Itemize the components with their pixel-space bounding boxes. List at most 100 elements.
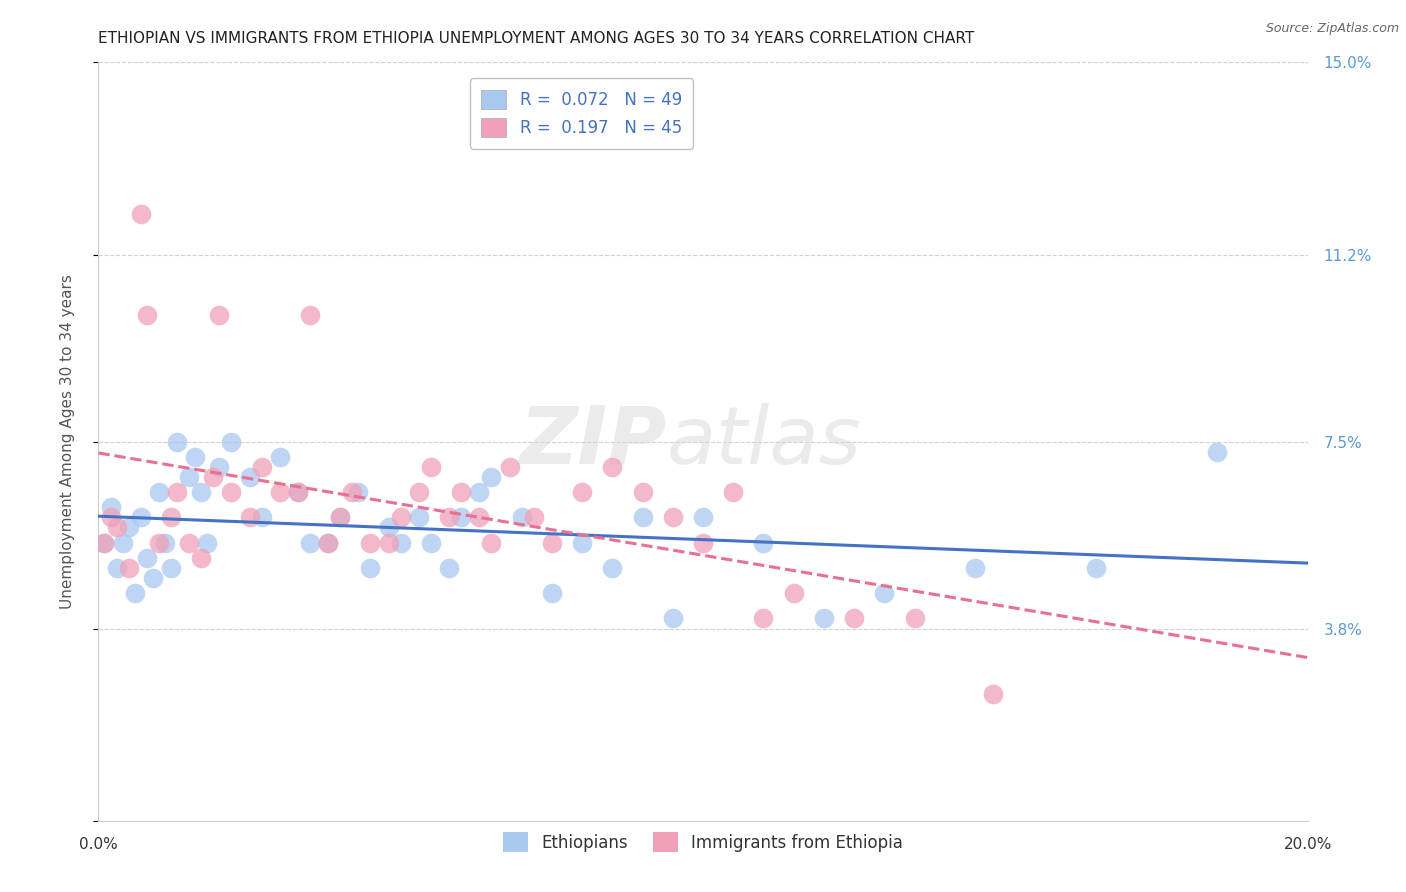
Point [299,535,322,549]
Point [468,485,491,500]
Point [389,535,412,549]
Point [481,535,503,549]
Point [692,535,714,549]
Point [195,535,218,549]
Text: Source: ZipAtlas.com: Source: ZipAtlas.com [1265,22,1399,36]
Point [93,535,115,549]
Point [118,520,141,534]
Point [221,434,243,449]
Point [329,510,352,524]
Point [316,535,339,549]
Point [208,308,231,322]
Point [100,500,122,515]
Point [540,586,562,600]
Point [179,470,201,484]
Point [752,611,775,625]
Point [450,510,472,524]
Point [523,510,546,524]
Point [1085,561,1108,575]
Point [873,586,896,600]
Point [468,510,491,524]
Point [316,535,339,549]
Point [752,535,775,549]
Point [160,561,183,575]
Point [118,561,141,575]
Point [965,561,987,575]
Text: ZIP: ZIP [519,402,666,481]
Point [661,611,683,625]
Point [631,510,654,524]
Point [100,510,122,524]
Point [571,485,593,500]
Point [160,510,183,524]
Point [148,485,170,500]
Point [269,485,291,500]
Point [190,485,212,500]
Point [135,550,157,565]
Point [389,510,412,524]
Point [148,535,170,549]
Point [408,510,430,524]
Point [250,459,273,474]
Point [408,485,430,500]
Point [450,485,472,500]
Point [631,485,654,500]
Point [571,535,593,549]
Point [904,611,927,625]
Point [250,510,273,524]
Point [239,510,262,524]
Point [377,535,399,549]
Point [437,561,460,575]
Point [208,459,231,474]
Point [783,586,806,600]
Point [239,470,262,484]
Point [184,450,207,464]
Point [844,611,866,625]
Point [723,485,745,500]
Point [287,485,309,500]
Point [129,207,152,221]
Point [342,485,364,500]
Point [540,535,562,549]
Point [602,561,624,575]
Point [166,434,188,449]
Point [329,510,352,524]
Point [981,687,1004,701]
Point [269,450,291,464]
Point [190,550,212,565]
Point [299,308,322,322]
Point [481,470,503,484]
Point [661,510,683,524]
Point [420,535,443,549]
Point [129,510,152,524]
Point [377,520,399,534]
Legend: Ethiopians, Immigrants from Ethiopia: Ethiopians, Immigrants from Ethiopia [494,822,912,862]
Point [437,510,460,524]
Point [510,510,533,524]
Text: atlas: atlas [666,402,862,481]
Point [93,535,115,549]
Text: ETHIOPIAN VS IMMIGRANTS FROM ETHIOPIA UNEMPLOYMENT AMONG AGES 30 TO 34 YEARS COR: ETHIOPIAN VS IMMIGRANTS FROM ETHIOPIA UN… [98,31,974,46]
Point [111,535,134,549]
Point [360,535,382,549]
Point [166,485,188,500]
Point [105,561,128,575]
Point [420,459,443,474]
Point [360,561,382,575]
Point [813,611,835,625]
Point [142,571,165,585]
Point [498,459,520,474]
Point [221,485,243,500]
Point [692,510,714,524]
Point [202,470,225,484]
Point [602,459,624,474]
Point [347,485,370,500]
Point [105,520,128,534]
Y-axis label: Unemployment Among Ages 30 to 34 years: Unemployment Among Ages 30 to 34 years [60,274,75,609]
Point [135,308,157,322]
Point [153,535,176,549]
Point [287,485,309,500]
Point [179,535,201,549]
Point [124,586,146,600]
Point [1206,444,1229,458]
